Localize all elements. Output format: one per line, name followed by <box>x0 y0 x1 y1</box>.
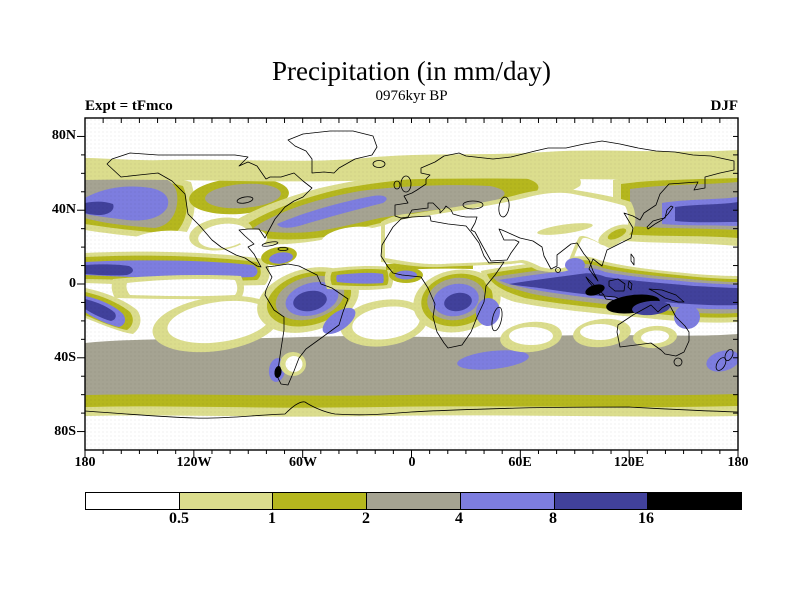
lat-tick-label-40n: 40N <box>51 202 76 217</box>
colorbar-cell <box>86 493 180 509</box>
map-canvas <box>77 117 739 458</box>
colorbar-label-1: 1 <box>268 510 276 527</box>
colorbar-label-8: 8 <box>549 510 557 527</box>
lon-tick-label-60w: 60W <box>289 455 317 470</box>
lat-tick-label-80s: 80S <box>54 424 76 439</box>
lon-tick-label-120w: 120W <box>176 455 212 470</box>
colorbar-cell <box>648 493 742 509</box>
season-label: DJF <box>710 98 739 114</box>
lat-tick-label-80n: 80N <box>51 128 76 143</box>
colorbar-cell <box>367 493 461 509</box>
lon-tick-label-60e: 60E <box>508 455 532 470</box>
colorbar-label-16: 16 <box>638 510 654 527</box>
plot-subtitle: 0976kyr BP <box>375 88 448 104</box>
colorbar-cell <box>179 493 274 509</box>
continent-outlines <box>85 130 738 419</box>
lon-tick-label-0: 0 <box>408 455 416 470</box>
lon-tick-label-180w: 180 <box>74 455 96 470</box>
colorbar-label-0.5: 0.5 <box>169 510 189 527</box>
lat-tick-label-40s: 40S <box>54 350 76 365</box>
colorbar-cell <box>460 493 555 509</box>
lat-tick-label-0: 0 <box>69 276 76 291</box>
contour-fills <box>85 118 738 450</box>
colorbar-cell <box>273 493 368 509</box>
colorbar-cell <box>554 493 649 509</box>
colorbar-label-4: 4 <box>455 510 463 527</box>
page-title: Precipitation (in mm/day) <box>272 56 551 86</box>
lon-tick-label-120e: 120E <box>613 455 645 470</box>
lon-tick-label-180e: 180 <box>727 455 749 470</box>
colorbar-label-2: 2 <box>362 510 370 527</box>
map-frame <box>84 117 739 451</box>
experiment-label: Expt = tFmco <box>85 98 173 114</box>
colorbar <box>85 492 742 510</box>
